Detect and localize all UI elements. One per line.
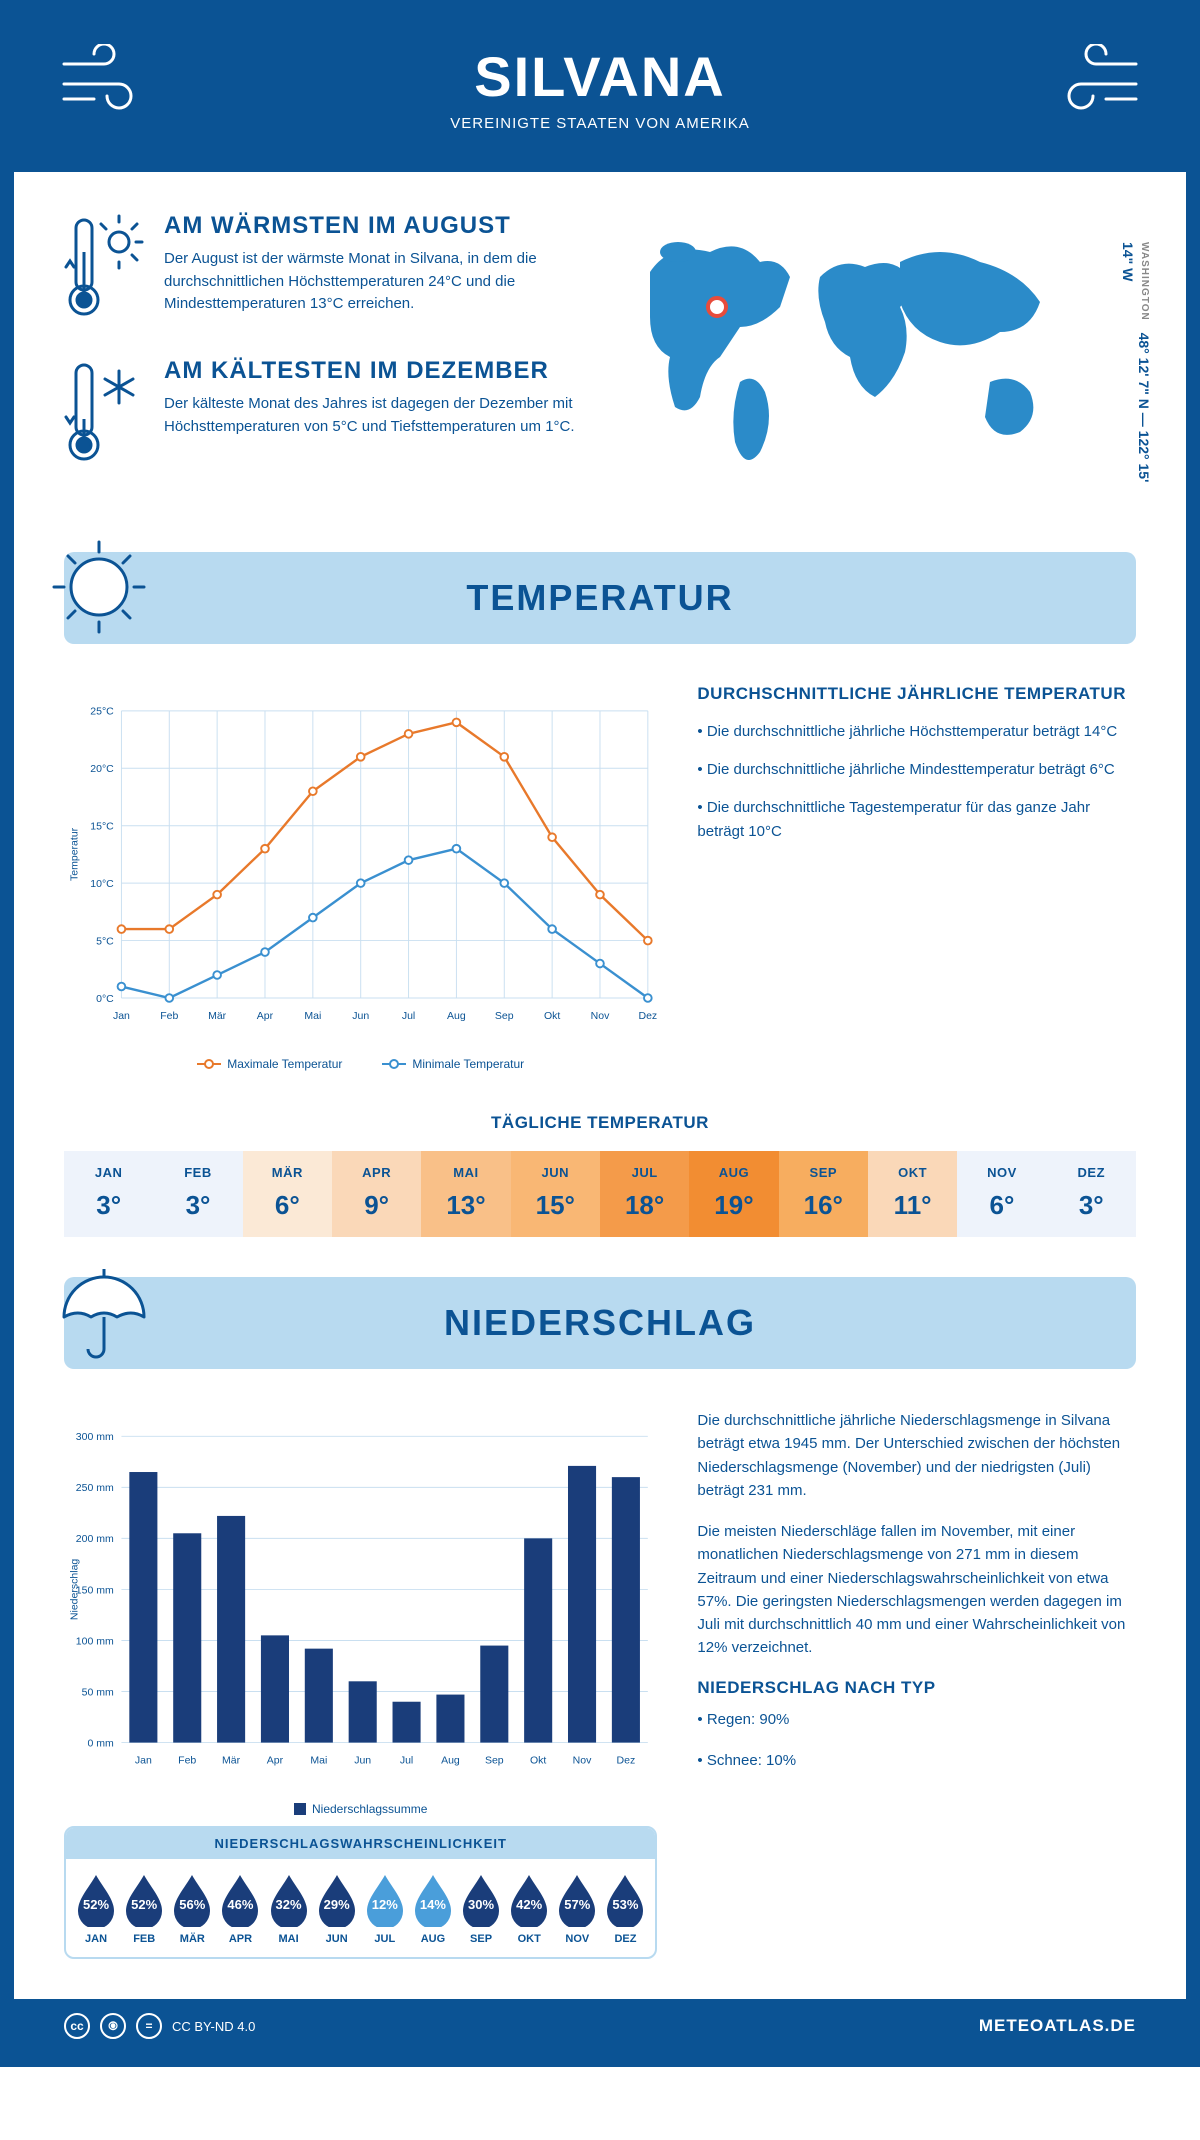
precipitation-banner: NIEDERSCHLAG	[64, 1277, 1136, 1369]
svg-text:Jun: Jun	[354, 1755, 371, 1767]
svg-text:150 mm: 150 mm	[76, 1584, 114, 1596]
svg-text:Sep: Sep	[495, 1010, 514, 1022]
svg-text:Okt: Okt	[544, 1010, 560, 1022]
svg-text:20°C: 20°C	[90, 763, 114, 775]
svg-text:Jan: Jan	[113, 1010, 130, 1022]
nd-icon: =	[136, 2013, 162, 2039]
svg-text:Jan: Jan	[135, 1755, 152, 1767]
by-icon: 🞊	[100, 2013, 126, 2039]
page-title: SILVANA	[34, 44, 1166, 109]
svg-text:Temperatur: Temperatur	[68, 827, 80, 881]
wind-icon	[1046, 44, 1146, 119]
svg-text:50 mm: 50 mm	[82, 1686, 114, 1698]
svg-text:Feb: Feb	[160, 1010, 178, 1022]
chart-legend: Maximale Temperatur Minimale Temperatur	[64, 1057, 657, 1071]
precipitation-info: Die durchschnittliche jährliche Niedersc…	[697, 1409, 1136, 1959]
page-subtitle: VEREINIGTE STAATEN VON AMERIKA	[34, 115, 1166, 132]
map-marker-icon	[706, 296, 728, 318]
svg-text:Mai: Mai	[310, 1755, 327, 1767]
svg-text:300 mm: 300 mm	[76, 1431, 114, 1443]
temperature-line-chart: 0°C 5°C 10°C 15°C 20°C 25°C Jan Feb Mär Apr Mai Jun…	[64, 684, 657, 1044]
svg-text:Jul: Jul	[400, 1755, 413, 1767]
svg-text:Apr: Apr	[257, 1010, 274, 1022]
temperature-info: DURCHSCHNITTLICHE JÄHRLICHE TEMPERATUR •…	[697, 684, 1136, 1071]
svg-text:Apr: Apr	[267, 1755, 284, 1767]
svg-text:Jun: Jun	[352, 1010, 369, 1022]
chart-legend: Niederschlagssumme	[64, 1802, 657, 1816]
svg-text:200 mm: 200 mm	[76, 1533, 114, 1545]
license-text: CC BY-ND 4.0	[172, 2019, 255, 2034]
svg-text:Jul: Jul	[402, 1010, 415, 1022]
thermometer-sun-icon	[64, 212, 144, 327]
footer: cc 🞊 = CC BY-ND 4.0 METEOATLAS.DE	[14, 1999, 1186, 2053]
probability-box: NIEDERSCHLAGSWAHRSCHEINLICHKEIT 52%JAN52…	[64, 1826, 657, 1959]
thermometer-snow-icon	[64, 357, 144, 472]
svg-text:Sep: Sep	[485, 1755, 504, 1767]
svg-text:Niederschlag: Niederschlag	[68, 1559, 80, 1621]
svg-text:10°C: 10°C	[90, 878, 114, 890]
header: SILVANA VEREINIGTE STAATEN VON AMERIKA	[14, 14, 1186, 172]
umbrella-icon	[44, 1257, 154, 1372]
svg-text:0 mm: 0 mm	[87, 1737, 114, 1749]
svg-text:Dez: Dez	[638, 1010, 657, 1022]
cc-icon: cc	[64, 2013, 90, 2039]
svg-text:Mai: Mai	[304, 1010, 321, 1022]
precipitation-bar-chart: 0 mm 50 mm 100 mm 150 mm 200 mm 250 mm 300 mm J…	[64, 1409, 657, 1789]
svg-text:Okt: Okt	[530, 1755, 546, 1767]
fact-text: Der August ist der wärmste Monat in Silv…	[164, 248, 580, 316]
svg-text:Mär: Mär	[208, 1010, 227, 1022]
sun-icon	[44, 532, 154, 647]
svg-text:5°C: 5°C	[96, 935, 114, 947]
fact-title: AM WÄRMSTEN IM AUGUST	[164, 212, 580, 240]
svg-text:250 mm: 250 mm	[76, 1482, 114, 1494]
svg-text:Nov: Nov	[573, 1755, 592, 1767]
daily-temp-row: JAN3°FEB3°MÄR6°APR9°MAI13°JUN15°JUL18°AU…	[64, 1151, 1136, 1237]
svg-text:Feb: Feb	[178, 1755, 196, 1767]
svg-text:25°C: 25°C	[90, 706, 114, 718]
site-name: METEOATLAS.DE	[979, 2016, 1136, 2036]
svg-text:Aug: Aug	[441, 1755, 460, 1767]
svg-text:15°C: 15°C	[90, 821, 114, 833]
temperature-banner: TEMPERATUR	[64, 552, 1136, 644]
wind-icon	[54, 44, 154, 119]
svg-text:Nov: Nov	[591, 1010, 610, 1022]
svg-text:Aug: Aug	[447, 1010, 466, 1022]
world-map	[620, 212, 1136, 487]
svg-text:Mär: Mär	[222, 1755, 241, 1767]
fact-coldest: AM KÄLTESTEN IM DEZEMBER Der kälteste Mo…	[64, 357, 580, 472]
daily-temp-title: TÄGLICHE TEMPERATUR	[14, 1113, 1186, 1133]
svg-text:100 mm: 100 mm	[76, 1635, 114, 1647]
fact-title: AM KÄLTESTEN IM DEZEMBER	[164, 357, 580, 385]
fact-warmest: AM WÄRMSTEN IM AUGUST Der August ist der…	[64, 212, 580, 327]
svg-text:Dez: Dez	[617, 1755, 636, 1767]
fact-text: Der kälteste Monat des Jahres ist dagege…	[164, 393, 580, 438]
svg-text:0°C: 0°C	[96, 993, 114, 1005]
